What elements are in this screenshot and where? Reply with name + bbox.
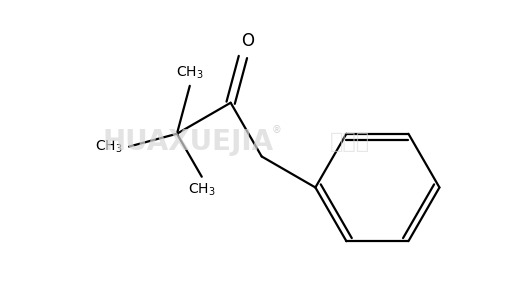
Text: CH$_3$: CH$_3$ — [95, 139, 122, 155]
Text: O: O — [241, 32, 254, 50]
Text: CH$_3$: CH$_3$ — [188, 181, 215, 198]
Text: HUAXUEJIA: HUAXUEJIA — [103, 128, 274, 156]
Text: 化学加: 化学加 — [330, 132, 370, 152]
Text: CH$_3$: CH$_3$ — [176, 65, 204, 81]
Text: ®: ® — [272, 126, 282, 135]
